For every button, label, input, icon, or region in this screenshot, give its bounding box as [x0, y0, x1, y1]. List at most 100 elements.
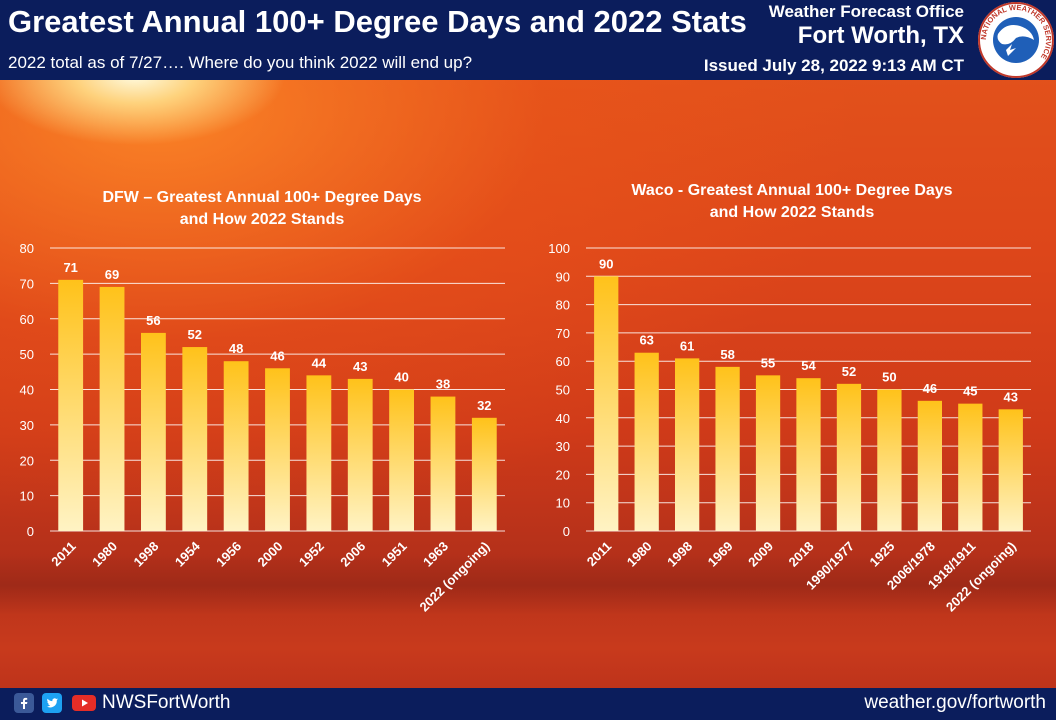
chart-title-line: Waco - Greatest Annual 100+ Degree Days	[631, 182, 952, 199]
bar	[594, 276, 619, 531]
bar	[715, 366, 740, 531]
data-label: 46	[923, 381, 937, 396]
x-tick-label: 2022 (ongoing)	[943, 539, 1019, 615]
facebook-icon[interactable]	[14, 693, 34, 713]
chart-title-line: and How 2022 Stands	[710, 204, 875, 221]
bar	[182, 347, 208, 531]
bar	[836, 383, 862, 531]
issued-time: Issued July 28, 2022 9:13 AM CT	[703, 56, 964, 75]
bar	[755, 375, 781, 531]
bar	[634, 352, 659, 531]
bar	[99, 286, 125, 531]
y-tick-label: 40	[556, 411, 570, 426]
data-label: 54	[801, 358, 816, 373]
bar	[917, 400, 942, 531]
y-tick-label: 70	[20, 276, 34, 291]
x-tick-label: 1956	[213, 539, 244, 570]
bar	[675, 358, 700, 531]
y-tick-label: 30	[556, 439, 570, 454]
data-label: 44	[312, 355, 327, 370]
bar	[430, 396, 456, 531]
x-tick-label: 1998	[664, 539, 695, 570]
data-label: 63	[639, 333, 653, 348]
x-tick-label: 1980	[89, 539, 120, 570]
y-tick-label: 10	[556, 496, 570, 511]
data-label: 38	[436, 377, 450, 392]
y-tick-label: 30	[20, 418, 34, 433]
data-label: 52	[188, 327, 202, 342]
x-tick-label: 2011	[48, 539, 79, 570]
website-link[interactable]: weather.gov/fortworth	[864, 692, 1046, 713]
data-label: 90	[599, 256, 613, 271]
nws-logo-icon: NATIONAL WEATHER SERVICE	[978, 2, 1054, 78]
bar	[958, 403, 983, 531]
data-label: 50	[882, 370, 896, 385]
y-tick-label: 90	[556, 269, 570, 284]
twitter-icon[interactable]	[42, 693, 62, 713]
data-label: 55	[761, 355, 775, 370]
bar	[877, 389, 902, 531]
x-tick-label: 2011	[584, 539, 615, 570]
y-tick-label: 50	[20, 347, 34, 362]
data-label: 40	[394, 370, 408, 385]
data-label: 32	[477, 398, 491, 413]
data-label: 56	[146, 313, 160, 328]
page-subtitle: 2022 total as of 7/27…. Where do you thi…	[8, 53, 473, 72]
footer-banner: NWSFortWorth weather.gov/fortworth	[0, 688, 1056, 720]
data-label: 71	[63, 260, 77, 275]
y-tick-label: 10	[20, 489, 34, 504]
page-title: Greatest Annual 100+ Degree Days and 202…	[8, 4, 747, 39]
y-tick-label: 40	[20, 383, 34, 398]
data-label: 46	[270, 348, 284, 363]
y-tick-label: 80	[556, 298, 570, 313]
data-label: 52	[842, 364, 856, 379]
bar	[471, 417, 497, 531]
data-label: 43	[1004, 389, 1018, 404]
social-handle[interactable]: NWSFortWorth	[102, 692, 231, 713]
x-tick-label: 2009	[745, 539, 776, 570]
data-label: 43	[353, 359, 367, 374]
x-tick-label: 1954	[172, 538, 204, 570]
x-tick-label: 1925	[866, 539, 897, 570]
x-tick-label: 2006	[337, 539, 368, 570]
x-tick-label: 1980	[624, 539, 655, 570]
x-tick-label: 1951	[379, 539, 410, 570]
bar	[998, 409, 1023, 531]
bar	[265, 368, 290, 531]
x-tick-label: 1969	[705, 539, 736, 570]
y-tick-label: 50	[556, 383, 570, 398]
chart-title-line: and How 2022 Stands	[180, 211, 345, 228]
bar	[306, 375, 332, 531]
x-tick-label: 1952	[296, 539, 327, 570]
data-label: 45	[963, 384, 977, 399]
bar	[796, 378, 821, 531]
bar	[141, 332, 166, 531]
y-tick-label: 60	[20, 312, 34, 327]
youtube-icon[interactable]	[72, 695, 96, 711]
office-location: Fort Worth, TX	[797, 22, 964, 49]
office-name: Weather Forecast Office	[768, 2, 964, 21]
y-tick-label: 20	[20, 453, 34, 468]
y-tick-label: 0	[563, 524, 570, 539]
y-tick-label: 80	[20, 241, 34, 256]
x-tick-label: 2018	[786, 539, 817, 570]
bar	[223, 361, 249, 531]
horizon-haze	[0, 555, 1056, 615]
header-banner: Greatest Annual 100+ Degree Days and 202…	[0, 0, 1056, 80]
bar	[389, 389, 414, 531]
x-tick-label: 1998	[130, 539, 161, 570]
bar	[58, 279, 84, 531]
y-tick-label: 0	[27, 524, 34, 539]
data-label: 69	[105, 267, 119, 282]
chart-dfw: DFW – Greatest Annual 100+ Degree Days an…	[20, 189, 505, 614]
y-tick-label: 70	[556, 326, 570, 341]
y-tick-label: 60	[556, 354, 570, 369]
chart-title-line: DFW – Greatest Annual 100+ Degree Days	[102, 189, 421, 206]
y-tick-label: 100	[548, 241, 570, 256]
data-label: 58	[720, 347, 734, 362]
office-block: Weather Forecast Office Fort Worth, TX I…	[704, 2, 964, 76]
y-tick-label: 20	[556, 467, 570, 482]
data-label: 61	[680, 338, 694, 353]
chart-waco: Waco - Greatest Annual 100+ Degree Days a…	[548, 182, 1031, 614]
